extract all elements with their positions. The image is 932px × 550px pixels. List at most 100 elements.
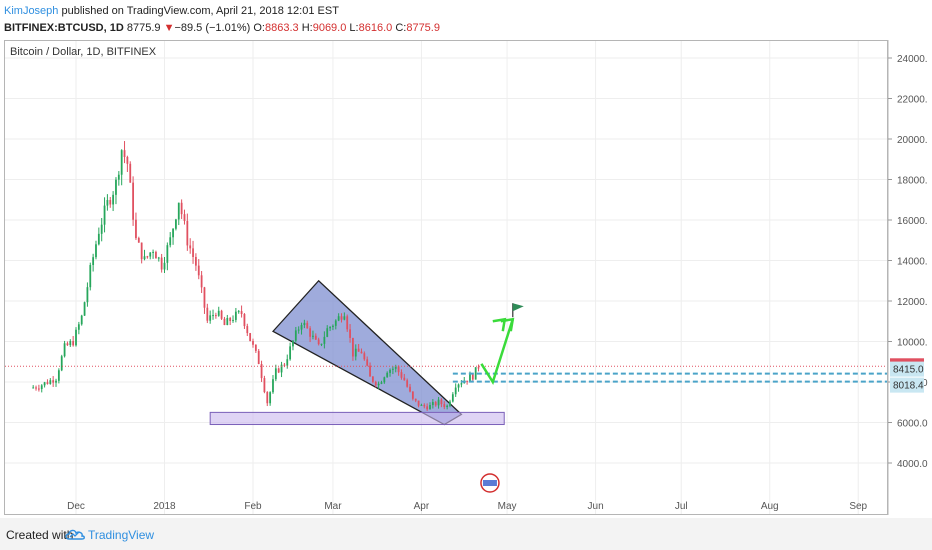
- candle-body: [60, 356, 63, 371]
- candle-body: [266, 392, 269, 404]
- candle-body: [229, 318, 232, 322]
- candle-body: [326, 328, 329, 337]
- candle-body: [214, 315, 217, 317]
- price-tick-label: 18000.0: [897, 176, 928, 187]
- candle-body: [380, 382, 383, 384]
- candle-body: [292, 340, 294, 347]
- candle-body: [117, 174, 120, 180]
- candle-body: [55, 380, 57, 383]
- candle-body: [157, 257, 160, 259]
- candle-body: [426, 406, 429, 410]
- close-value: 8775.9: [406, 22, 440, 34]
- candle-body: [209, 315, 212, 321]
- created-with-text: Created with: [6, 528, 74, 542]
- candle-body: [200, 275, 203, 288]
- chart-header: KimJoseph published on TradingView.com, …: [4, 4, 928, 38]
- candle-body: [160, 257, 163, 270]
- candle-body: [343, 316, 346, 320]
- candle-body: [377, 383, 380, 386]
- candle-body: [135, 219, 137, 239]
- plot-border: [4, 40, 888, 515]
- tradingview-cloud-icon[interactable]: [64, 526, 86, 542]
- candle-body: [106, 200, 109, 206]
- candle-body: [155, 251, 157, 259]
- candle-body: [474, 367, 477, 380]
- candle-body: [274, 368, 277, 380]
- candle-body: [189, 245, 192, 249]
- candle-body: [297, 329, 300, 331]
- price-change: −89.5 (−1.01%): [174, 22, 251, 34]
- candle-body: [257, 350, 260, 365]
- price-tick-label: 14000.0: [897, 257, 928, 268]
- candle-body: [272, 379, 274, 393]
- candle-body: [37, 388, 40, 390]
- candle-body: [477, 367, 480, 369]
- candle-body: [234, 311, 237, 320]
- candle-body: [149, 252, 152, 257]
- candle-body: [32, 387, 35, 389]
- candle-body: [349, 329, 351, 338]
- published-text: published on TradingView.com, April 21, …: [61, 5, 339, 17]
- last-price: 8775.9: [126, 22, 161, 34]
- candle-body: [277, 368, 280, 373]
- candle-body: [92, 257, 95, 266]
- candle-body: [137, 238, 140, 243]
- candle-body: [340, 316, 343, 320]
- candle-body: [414, 398, 417, 401]
- candle-body: [203, 287, 206, 308]
- time-tick-label: Apr: [414, 501, 430, 512]
- time-tick-label: Sep: [849, 501, 867, 512]
- candle-body: [43, 382, 46, 386]
- candle-body: [172, 228, 174, 238]
- candle-body: [40, 385, 43, 390]
- chart-title: Bitcoin / Dollar, 1D, BITFINEX: [10, 46, 157, 58]
- candle-body: [446, 405, 449, 408]
- candle-body: [314, 335, 317, 340]
- candle-body: [217, 310, 220, 316]
- footer-bar: Created with TradingView: [0, 518, 932, 550]
- candle-body: [346, 316, 349, 330]
- candle-body: [431, 402, 434, 406]
- arrow-head-icon: [492, 317, 507, 332]
- candle-body: [152, 251, 154, 253]
- candle-body: [360, 351, 363, 354]
- candle-body: [83, 302, 86, 316]
- candle-body: [369, 365, 371, 377]
- down-arrow-icon: ▼: [163, 22, 175, 34]
- flag-icon[interactable]: [512, 303, 524, 312]
- candle-body: [420, 404, 423, 406]
- candle-body: [294, 330, 297, 341]
- candle-body: [372, 376, 374, 382]
- candle-body: [89, 265, 92, 288]
- candle-body: [320, 343, 323, 345]
- candle-body: [240, 311, 243, 315]
- time-tick-label: Feb: [244, 501, 262, 512]
- support-zone[interactable]: [209, 411, 505, 426]
- level1-price-tag-text: 8415.0: [893, 365, 924, 376]
- candle-body: [120, 150, 123, 175]
- candle-body: [329, 327, 331, 329]
- symbol-label: BITFINEX:BTCUSD, 1D: [4, 22, 124, 34]
- price-chart[interactable]: 4000.06000.08000.010000.012000.014000.01…: [4, 40, 932, 517]
- candle-body: [406, 380, 409, 387]
- projection-arrow[interactable]: [480, 318, 514, 385]
- candle-body: [80, 315, 83, 325]
- candle-body: [115, 179, 117, 195]
- candle-body: [183, 214, 186, 221]
- author-link[interactable]: KimJoseph: [4, 5, 59, 17]
- candle-body: [237, 311, 240, 313]
- time-tick-label: Dec: [67, 501, 85, 512]
- time-tick-label: 2018: [153, 501, 176, 512]
- candle-body: [471, 374, 474, 380]
- candle-body: [469, 374, 471, 382]
- time-tick-label: Jul: [675, 501, 688, 512]
- candle-body: [449, 401, 451, 406]
- candle-body: [146, 256, 149, 258]
- candle-body: [374, 381, 377, 386]
- tradingview-brand-link[interactable]: TradingView: [88, 528, 155, 542]
- candle-body: [457, 384, 460, 388]
- candle-body: [289, 346, 292, 360]
- chart-area[interactable]: 4000.06000.08000.010000.012000.014000.01…: [4, 40, 932, 517]
- candle-body: [312, 335, 314, 337]
- candle-body: [391, 368, 394, 370]
